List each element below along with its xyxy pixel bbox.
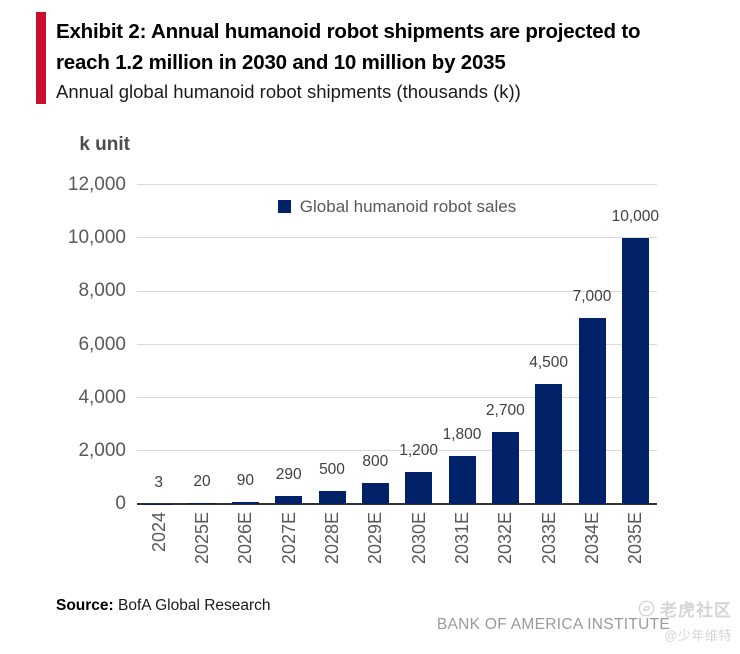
bar-2026E <box>231 501 259 504</box>
bar-2028E <box>318 490 346 504</box>
x-slot: 2028E <box>310 512 353 594</box>
gridline <box>137 290 657 292</box>
bar-2032E <box>491 432 519 504</box>
bar-value-label: 20 <box>193 473 211 491</box>
bar-2034E <box>578 317 606 504</box>
chart-subtitle: Annual global humanoid robot shipments (… <box>56 81 521 102</box>
source-text: BofA Global Research <box>113 597 271 614</box>
y-axis-unit-label: k unit <box>79 134 130 155</box>
x-tick-label: 2028E <box>321 512 342 565</box>
bar-value-label: 90 <box>236 471 254 489</box>
chart-legend: Global humanoid robot sales <box>137 196 657 217</box>
x-tick-label: 2024 <box>148 512 169 553</box>
bar-2033E <box>535 384 563 504</box>
x-slot: 2029E <box>354 512 397 594</box>
legend-swatch-icon <box>277 200 291 213</box>
watermark-user-label: @少年维特 <box>664 628 732 643</box>
bar-2035E <box>621 238 649 504</box>
bar-value-label: 1,800 <box>442 426 482 444</box>
x-slot: 2026E <box>224 512 267 594</box>
bar-value-label: 1,200 <box>399 442 439 460</box>
exhibit-title: Exhibit 2: Annual humanoid robot shipmen… <box>56 20 641 74</box>
y-tick-label: 4,000 <box>78 386 126 408</box>
x-axis: 2024 2025E 2026E 2027E 2028E 2029E 2030E 2031E 2… <box>137 512 657 594</box>
bar-value-label: 10,000 <box>611 208 660 226</box>
bar-value-label: 500 <box>319 460 345 478</box>
x-tick-label: 2034E <box>581 512 602 565</box>
x-slot: 2030E <box>397 512 440 594</box>
bar-2031E <box>448 456 476 504</box>
x-slot: 2033E <box>527 512 570 594</box>
plot-area: 3 20 90 290 500 800 1,200 1,800 2,700 4,500 7,000 1… <box>137 184 659 505</box>
y-axis: 0 2,000 4,000 6,000 8,000 10,000 12,000 <box>0 174 126 514</box>
y-tick-label: 2,000 <box>78 439 126 461</box>
x-tick-label: 2025E <box>191 512 212 565</box>
legend-label: Global humanoid robot sales <box>299 197 517 216</box>
y-tick-label: 12,000 <box>67 174 126 195</box>
gridline <box>137 237 657 239</box>
source-label: Source: <box>56 597 114 614</box>
bar-2025E <box>188 503 216 504</box>
x-tick-label: 2032E <box>495 512 516 565</box>
bar-chart: k unit 0 2,000 4,000 6,000 8,000 10,000 12,000… <box>0 130 740 595</box>
x-tick-label: 2027E <box>278 512 299 565</box>
red-accent-bar <box>36 12 46 104</box>
x-tick-label: 2035E <box>625 512 646 565</box>
x-tick-label: 2029E <box>365 512 386 565</box>
gridline <box>137 450 657 452</box>
bar-value-label: 800 <box>362 452 389 470</box>
brand-bank-of-america-institute: BANK OF AMERICA INSTITUTE <box>436 616 670 633</box>
bar-value-label: 290 <box>275 466 302 484</box>
bar-value-label: 7,000 <box>572 287 612 305</box>
y-tick-label: 8,000 <box>78 280 126 302</box>
tiger-community-watermark: 老虎社区 @少年维特 <box>638 596 732 644</box>
x-tick-label: 2030E <box>408 512 429 565</box>
x-slot: 2024 <box>137 512 180 594</box>
x-slot: 2025E <box>180 512 223 594</box>
y-tick-label: 6,000 <box>78 333 126 355</box>
y-tick-label: 10,000 <box>67 227 126 249</box>
y-tick-label: 0 <box>115 493 126 514</box>
x-tick-label: 2026E <box>235 512 256 565</box>
watermark-community-label: 老虎社区 <box>660 601 732 620</box>
x-slot: 2034E <box>570 512 613 594</box>
bar-2029E <box>361 482 389 504</box>
gridline <box>137 343 657 345</box>
x-tick-label: 2031E <box>451 512 472 565</box>
x-slot: 2031E <box>440 512 483 594</box>
x-tick-label: 2033E <box>538 512 559 565</box>
x-slot: 2032E <box>484 512 527 594</box>
x-slot: 2027E <box>267 512 310 594</box>
x-axis-baseline <box>137 503 657 505</box>
gridline <box>137 184 657 186</box>
source-line: Source: BofA Global Research <box>56 597 271 615</box>
gridline <box>137 396 657 398</box>
tiger-community-icon <box>638 600 655 617</box>
x-slot: 2035E <box>614 512 657 594</box>
bar-2030E <box>405 472 433 504</box>
bar-value-label: 2,700 <box>485 402 525 420</box>
bar-value-label: 3 <box>154 473 163 491</box>
bar-value-label: 4,500 <box>529 354 569 372</box>
bar-2027E <box>275 496 303 504</box>
